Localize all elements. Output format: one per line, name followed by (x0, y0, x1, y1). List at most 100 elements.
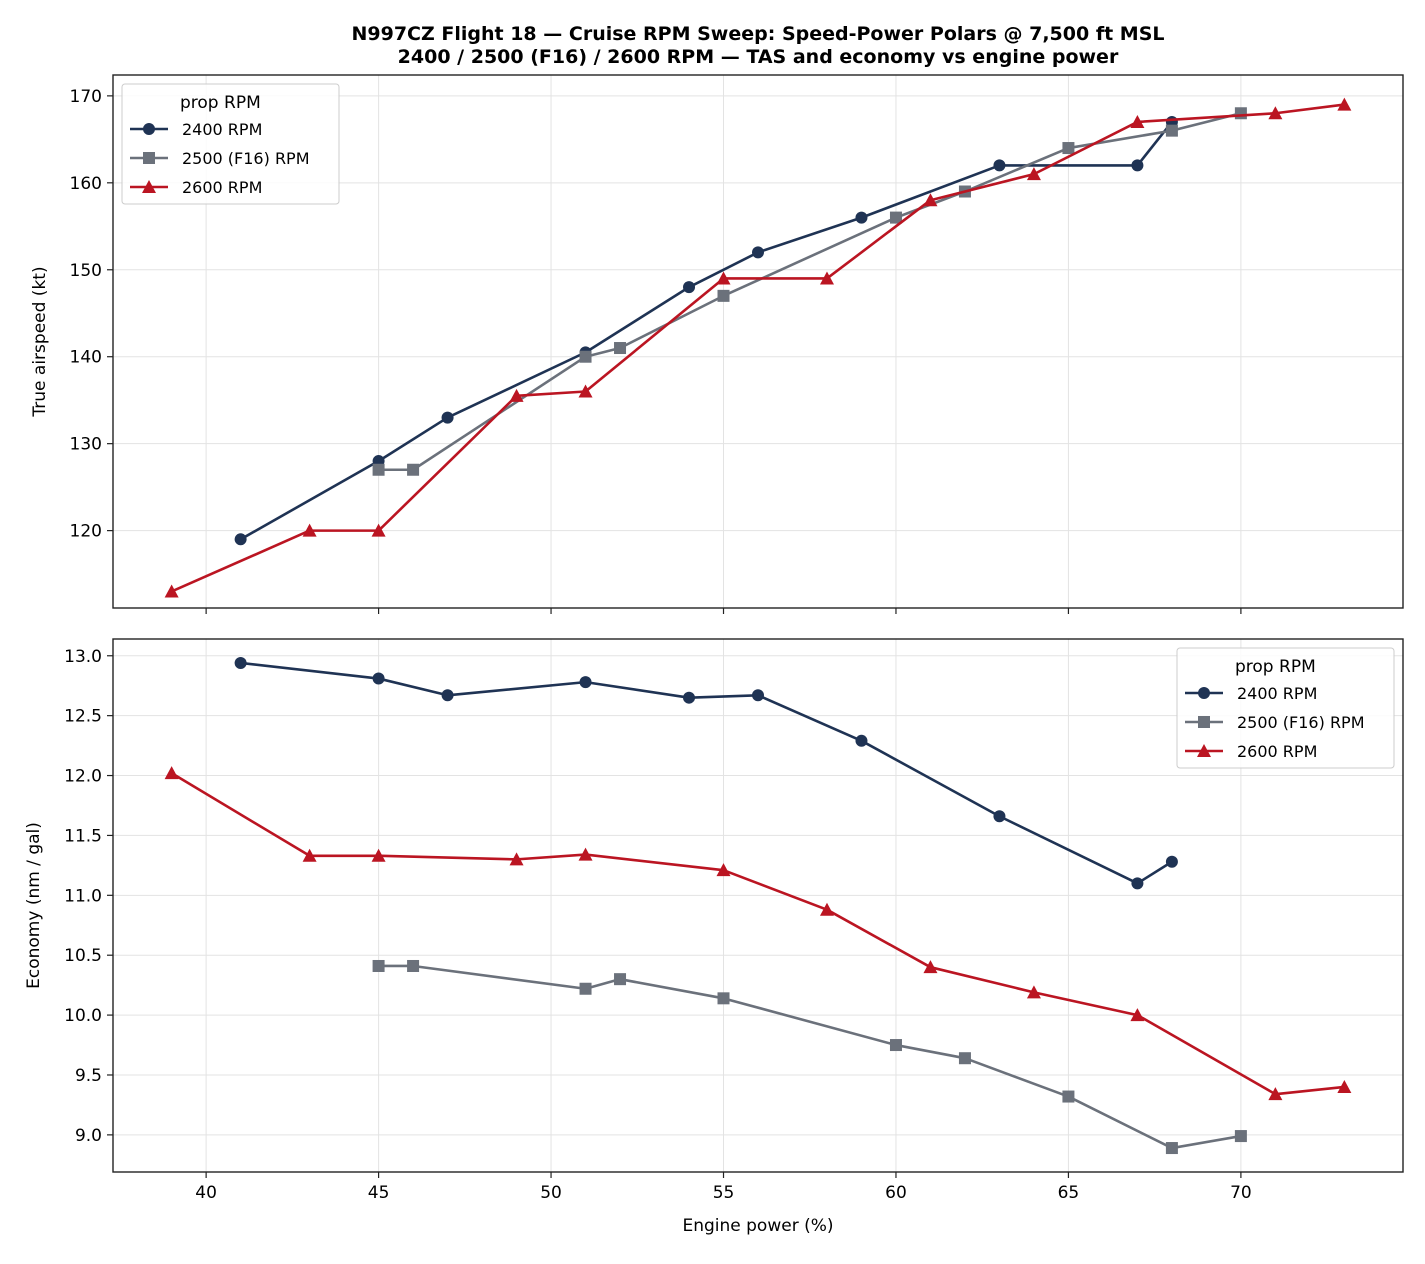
y-tick-label: 9.0 (75, 1126, 102, 1146)
legend-marker (1198, 687, 1210, 699)
data-point-2400-rpm (855, 211, 868, 224)
data-point-2600-rpm (578, 847, 593, 861)
data-point-2600-rpm (716, 271, 731, 285)
series-line-2600-rpm (170, 772, 1345, 1096)
x-tick-label: 50 (540, 1183, 562, 1203)
data-point-2600-rpm (509, 388, 524, 402)
data-point-2500-f16-rpm (579, 350, 592, 363)
data-point-2500-f16-rpm (1165, 1142, 1178, 1155)
legend-item-2600-rpm: 2600 RPM (130, 178, 262, 197)
legend-label: 2500 (F16) RPM (1237, 713, 1365, 732)
data-point-2600-rpm (1337, 97, 1352, 111)
legend-title: prop RPM (1235, 657, 1316, 677)
y-tick-label: 130 (70, 435, 102, 455)
data-point-2600-rpm (819, 902, 834, 916)
series-2400-rpm (234, 656, 1178, 890)
legend-marker (1198, 716, 1210, 728)
legend-marker (143, 152, 155, 164)
data-point-2500-f16-rpm (407, 463, 420, 476)
legend-item-2500-f16-rpm: 2500 (F16) RPM (1185, 713, 1365, 732)
x-tick-label: 65 (1058, 1183, 1080, 1203)
y-tick-label: 120 (70, 522, 102, 542)
data-point-2600-rpm (371, 848, 386, 862)
data-point-2600-rpm (509, 852, 524, 866)
legend-label: 2600 RPM (1237, 742, 1317, 761)
data-point-2400-rpm (752, 246, 764, 259)
y-tick-label: 170 (70, 87, 102, 107)
legend-item-2400-rpm: 2400 RPM (1185, 684, 1317, 703)
data-point-2400-rpm (993, 159, 1006, 172)
legend-title: prop RPM (180, 93, 261, 113)
y-tick-label: 10.0 (64, 1006, 102, 1026)
y-tick-label: 13.0 (64, 647, 102, 667)
data-point-2400-rpm (1131, 877, 1144, 890)
series-2600-rpm (164, 766, 1352, 1101)
legend-marker (142, 180, 156, 193)
data-point-2400-rpm (1165, 855, 1178, 868)
data-point-2500-f16-rpm (1234, 1130, 1247, 1143)
legend-item-2600-rpm: 2600 RPM (1185, 742, 1317, 761)
data-point-2600-rpm (1268, 106, 1283, 120)
data-point-2400-rpm (579, 676, 592, 689)
y-axis-label: Economy (nm / gal) (24, 822, 44, 989)
series-line-2600-rpm (171, 103, 1345, 593)
legend-box (121, 83, 340, 205)
legend-label: 2400 RPM (1237, 684, 1317, 703)
panel-economy: 40 45 50 55 60 65 70 9.0 9.5 10.0 10.5 11.0 11.5 12.0… (24, 638, 1404, 1236)
data-point-2400-rpm (441, 411, 454, 424)
data-point-2600-rpm (1130, 1008, 1145, 1022)
x-tick-label: 40 (195, 1183, 217, 1203)
data-point-2500-f16-rpm (1165, 124, 1178, 137)
data-point-2500-f16-rpm (889, 1039, 902, 1052)
data-point-2500-f16-rpm (614, 973, 627, 986)
data-point-2600-rpm (1268, 1087, 1283, 1101)
series-2600-rpm (164, 97, 1352, 598)
data-point-2500-f16-rpm (889, 211, 902, 224)
series-line-2500-f16-rpm (378, 964, 1242, 1150)
data-point-2600-rpm (1130, 114, 1145, 128)
data-point-2400-rpm (683, 691, 696, 704)
chart-title-line-2: 2400 / 2500 (F16) / 2600 RPM — TAS and e… (398, 46, 1119, 68)
legend: prop RPM 2400 RPM 2500 (F16) RPM 2600 RPM (1176, 647, 1395, 769)
data-point-2400-rpm (855, 734, 868, 747)
y-tick-label: 10.5 (64, 946, 102, 966)
series-2500-f16-rpm (372, 959, 1247, 1155)
data-point-2600-rpm (1337, 1079, 1352, 1093)
legend-item-2500-f16-rpm: 2500 (F16) RPM (130, 149, 310, 168)
data-point-2600-rpm (923, 193, 938, 207)
data-point-2500-f16-rpm (407, 959, 420, 972)
y-tick-label: 11.0 (64, 886, 102, 906)
x-tick-label: 45 (368, 1183, 390, 1203)
y-axis-label: True airspeed (kt) (30, 266, 50, 417)
data-point-2500-f16-rpm (1062, 142, 1075, 155)
y-tick-label: 11.5 (64, 826, 102, 846)
data-point-2400-rpm (752, 689, 764, 702)
data-point-2400-rpm (683, 281, 696, 294)
data-point-2500-f16-rpm (372, 463, 385, 476)
data-point-2500-f16-rpm (717, 289, 730, 302)
data-point-2400-rpm (1131, 159, 1144, 172)
legend-label: 2400 RPM (182, 120, 262, 139)
legend-marker (143, 123, 155, 135)
series-line-2400-rpm (239, 121, 1173, 541)
data-point-2500-f16-rpm (579, 982, 592, 995)
data-point-2600-rpm (302, 523, 317, 537)
data-point-2600-rpm (302, 848, 317, 862)
data-point-2600-rpm (1026, 167, 1041, 181)
data-point-2600-rpm (164, 766, 179, 780)
chart-title-line-1: N997CZ Flight 18 — Cruise RPM Sweep: Spe… (351, 23, 1164, 45)
y-tick-label: 140 (70, 348, 102, 368)
data-point-2600-rpm (716, 863, 731, 877)
x-tick-label: 60 (885, 1183, 907, 1203)
data-point-2600-rpm (819, 271, 834, 285)
plot-frame (112, 638, 1404, 1173)
legend-item-2400-rpm: 2400 RPM (130, 120, 262, 139)
y-tick-label: 160 (70, 174, 102, 194)
data-point-2600-rpm (371, 523, 386, 537)
series-line-2400-rpm (240, 661, 1173, 885)
panel-tas: 120 130 140 150 160 170 True airspeed (kt) prop… (30, 74, 1404, 614)
data-point-2400-rpm (993, 810, 1006, 823)
data-point-2500-f16-rpm (1234, 107, 1247, 120)
